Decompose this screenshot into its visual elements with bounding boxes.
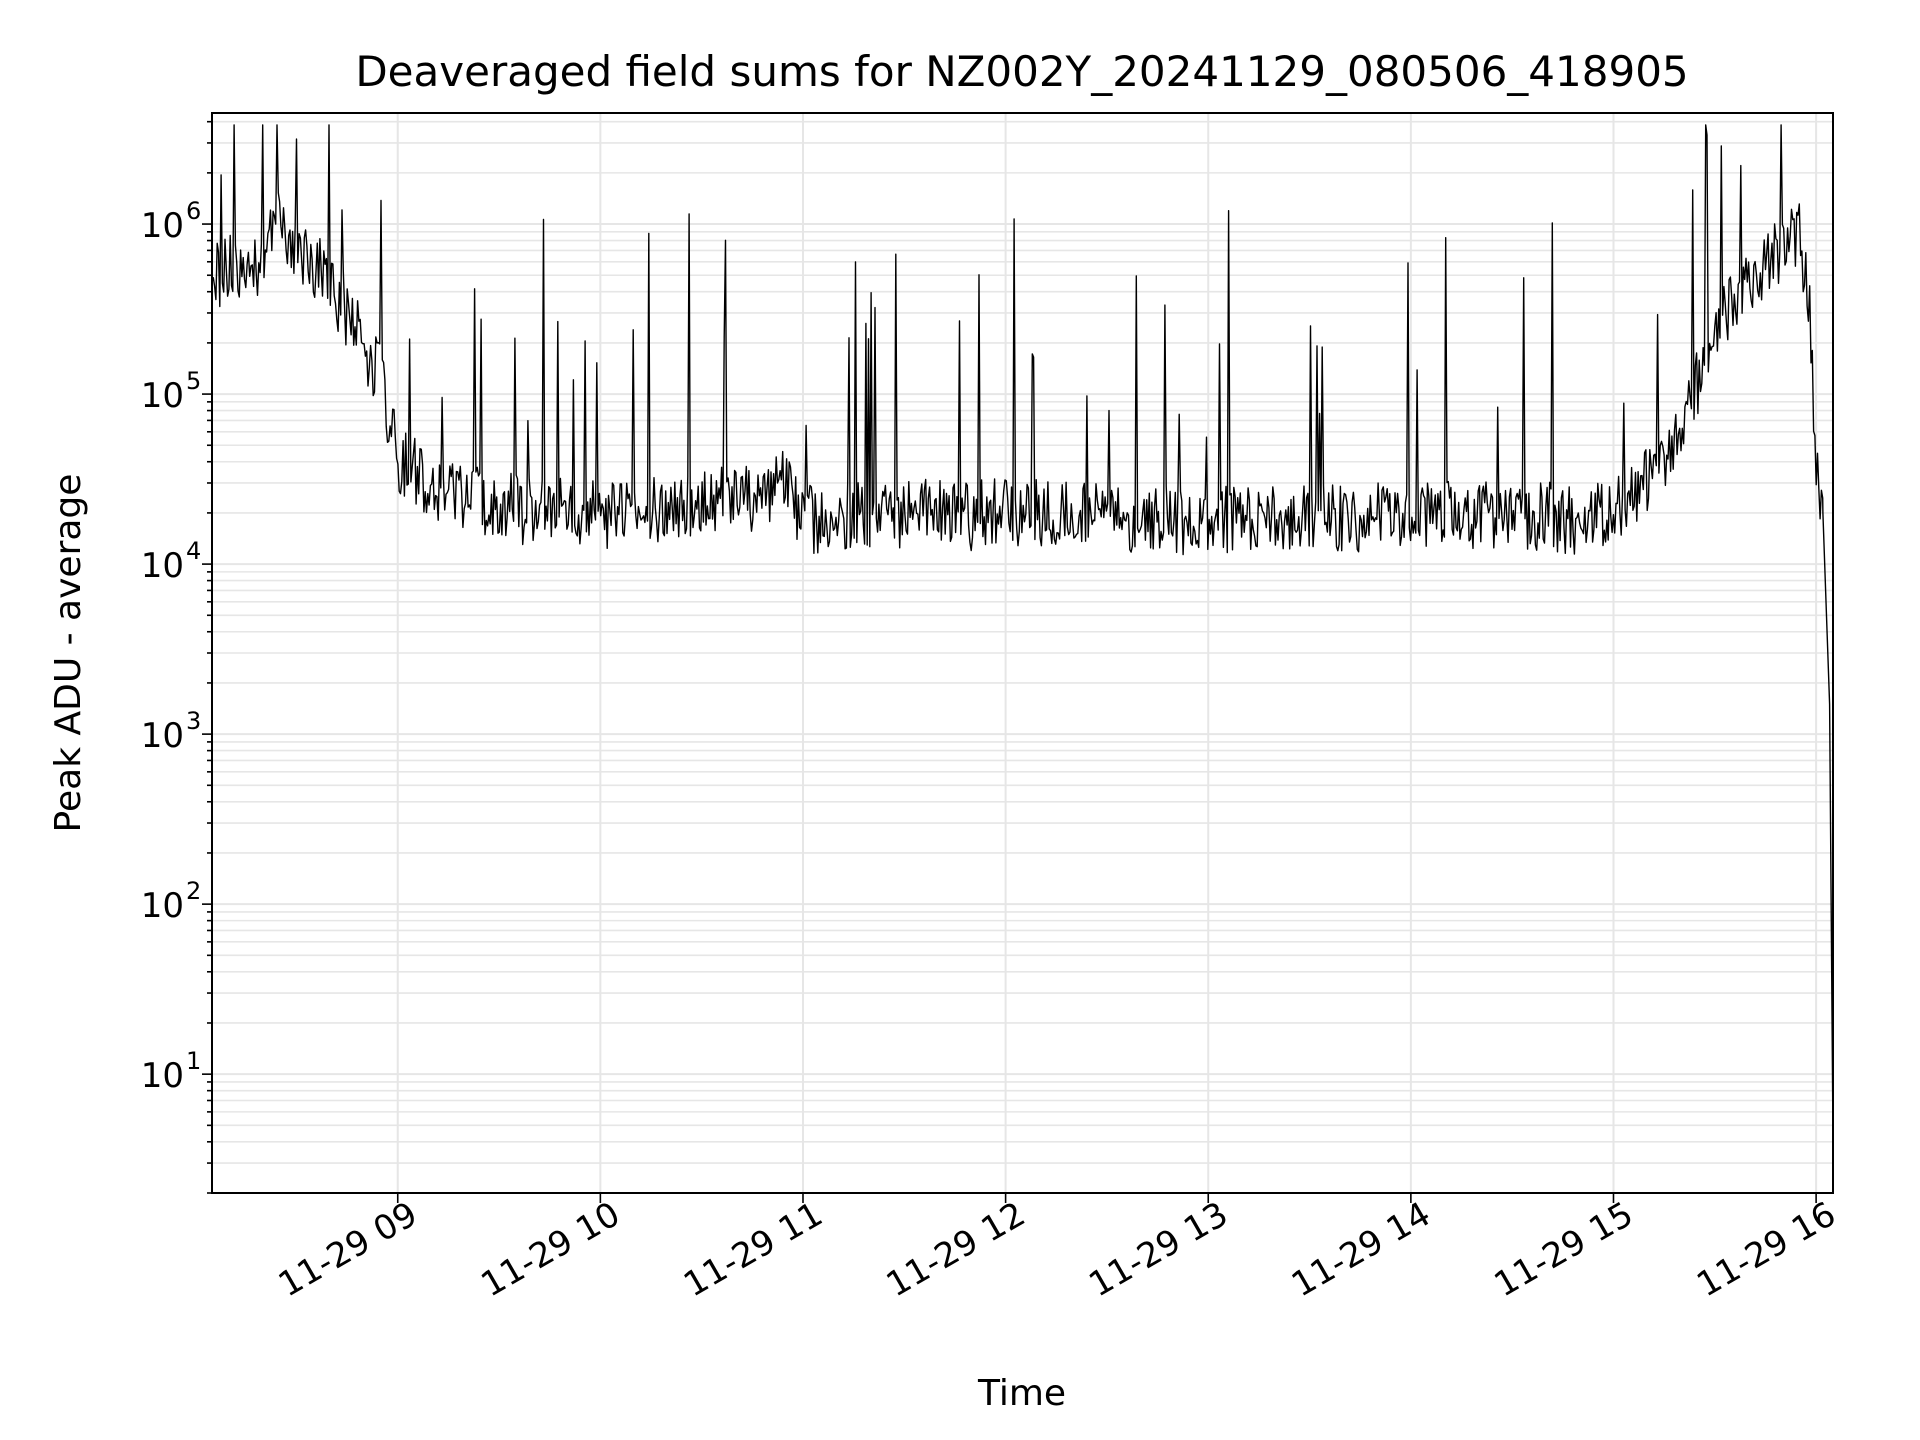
y-tick-label-base: 10 bbox=[141, 716, 184, 756]
y-tick-label-exponent: 4 bbox=[186, 537, 201, 565]
x-tick-label: 11-29 15 bbox=[1488, 1194, 1640, 1305]
y-tick-label-exponent: 5 bbox=[186, 367, 201, 395]
x-tick-label: 11-29 10 bbox=[474, 1194, 626, 1305]
y-tick-label: 10 1 bbox=[141, 1047, 202, 1096]
y-tick-label-base: 10 bbox=[141, 206, 184, 246]
minor-gridlines bbox=[212, 120, 1833, 1194]
x-axis-label: Time bbox=[977, 1373, 1066, 1414]
y-tick-label-base: 10 bbox=[141, 376, 184, 416]
y-tick-label-base: 10 bbox=[141, 1056, 184, 1096]
data-point bbox=[380, 380, 382, 382]
y-tick-label: 10 6 bbox=[141, 197, 202, 246]
major-gridlines bbox=[212, 113, 1833, 1193]
y-tick-label: 10 5 bbox=[141, 367, 202, 416]
x-tick-label: 11-29 16 bbox=[1690, 1194, 1842, 1305]
x-tick-label: 11-29 09 bbox=[272, 1194, 424, 1305]
x-tick-label: 11-29 13 bbox=[1082, 1194, 1234, 1305]
y-tick-label-base: 10 bbox=[141, 886, 184, 926]
chart-title: Deaveraged field sums for NZ002Y_2024112… bbox=[355, 47, 1688, 96]
data-point bbox=[751, 495, 753, 497]
y-tick-label-exponent: 3 bbox=[186, 707, 201, 735]
y-tick-label: 10 2 bbox=[141, 877, 202, 926]
y-tick-label: 10 4 bbox=[141, 537, 202, 586]
data-point bbox=[1106, 516, 1108, 518]
x-tick-label: 11-29 14 bbox=[1285, 1194, 1437, 1305]
x-axis: 11-29 09 11-29 10 11-29 11 11-29 12 11-29 13… bbox=[272, 1193, 1843, 1305]
y-tick-label-exponent: 1 bbox=[186, 1047, 201, 1075]
y-axis-label: Peak ADU - average bbox=[48, 474, 89, 833]
y-tick-label-base: 10 bbox=[141, 546, 184, 586]
x-tick-label: 11-29 11 bbox=[677, 1194, 829, 1305]
y-tick-label-exponent: 2 bbox=[186, 877, 201, 905]
y-tick-label: 10 3 bbox=[141, 707, 202, 756]
y-tick-label-exponent: 6 bbox=[186, 197, 201, 225]
series-layer bbox=[211, 124, 1834, 1142]
data-point bbox=[498, 505, 500, 507]
series-line bbox=[211, 124, 1834, 1142]
x-tick-label: 11-29 12 bbox=[880, 1194, 1032, 1305]
